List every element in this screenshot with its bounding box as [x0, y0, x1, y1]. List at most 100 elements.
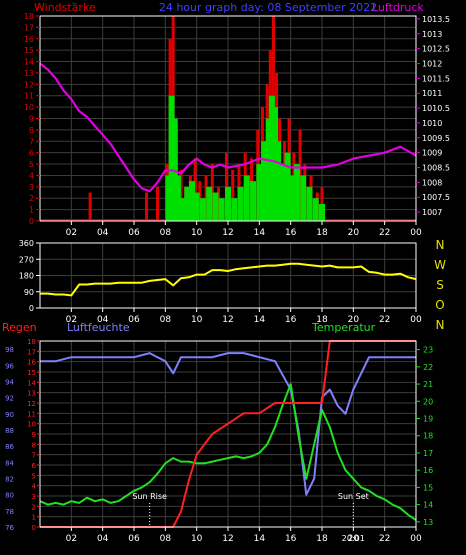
wind-average-bars: [165, 95, 325, 221]
wind-average-bar: [193, 192, 200, 221]
wind-average-bar: [218, 198, 225, 221]
top-time-tick-label: 14: [254, 228, 266, 238]
wind-gust-bar: [210, 164, 214, 221]
pressure-tick-label: 1007: [422, 208, 442, 217]
rain-tick-label: 8: [32, 441, 36, 449]
top-time-tick-label: 20: [348, 228, 360, 238]
temperature-tick-label: 13: [423, 518, 433, 527]
wind-average-bar: [300, 175, 307, 221]
temperature-tick-label: 17: [423, 449, 433, 458]
rain-axis-title: Regen: [2, 321, 37, 334]
rain-tick-label: 5: [32, 472, 36, 480]
direction-tick-label: 90: [24, 288, 34, 297]
wind-gust-bar: [88, 192, 92, 221]
rain-tick-label: 18: [27, 338, 36, 346]
wind-gust-bar: [217, 186, 221, 221]
bottom-time-tick-label: 20: [348, 534, 360, 544]
temperature-tick-label: 20: [423, 397, 433, 406]
pressure-tick-label: 1009: [422, 149, 442, 158]
top-time-tick-label: 06: [128, 228, 140, 238]
humidity-tick-label: 82: [5, 475, 14, 483]
pressure-tick-label: 1010: [422, 119, 442, 128]
bottom-time-tick-label: 04: [97, 534, 109, 544]
rain-tick-label: 2: [32, 503, 36, 511]
rain-tick-label: 10: [27, 421, 36, 429]
wind-average-bar: [293, 164, 300, 221]
wind-tick-label: 6: [29, 149, 34, 158]
wind-tick-label: 9: [29, 115, 34, 124]
temperature-line: [39, 383, 417, 521]
humidity-series: [40, 352, 416, 496]
direction-time-tick-label: 06: [128, 315, 140, 325]
rain-tick-label: 6: [32, 462, 37, 470]
compass-letter: S: [436, 278, 444, 292]
humidity-tick-label: 94: [5, 378, 14, 386]
wind-average-bar: [171, 118, 178, 221]
wind-average-bar: [179, 198, 186, 221]
pressure-tick-label: 1012.5: [422, 45, 450, 54]
rain-tick-label: 1: [32, 514, 36, 522]
rain-tick-label: 11: [27, 410, 36, 418]
temperature-tick-label: 16: [423, 466, 433, 475]
sunset-time-label: 20:01: [342, 534, 365, 543]
wind-tick-label: 12: [24, 80, 34, 89]
wind-average-bar: [272, 107, 278, 221]
direction-time-tick-label: 10: [191, 315, 203, 325]
pressure-series: [39, 62, 417, 193]
rain-tick-label: 3: [32, 493, 36, 501]
direction-time-tick-label: 08: [160, 315, 172, 325]
wind-gust-bar: [298, 129, 302, 221]
humidity-tick-label: 96: [5, 362, 14, 370]
wind-tick-label: 13: [24, 69, 34, 78]
temperature-tick-label: 22: [423, 363, 433, 372]
wind-tick-label: 14: [24, 58, 34, 67]
wind-direction-line: [40, 262, 417, 297]
wind-average-bar: [312, 198, 319, 221]
wind-tick-label: 8: [29, 126, 34, 135]
top-time-tick-label: 16: [285, 228, 297, 238]
sun-marker-label: Sun Set: [338, 492, 369, 501]
wind-average-bar: [250, 181, 257, 221]
humidity-tick-label: 78: [5, 508, 14, 516]
humidity-tick-label: 84: [5, 459, 14, 467]
bottom-time-tick-label: 00: [410, 534, 422, 544]
direction-time-tick-label: 04: [97, 315, 109, 325]
bottom-time-tick-label: 12: [222, 534, 233, 544]
wind-average-bar: [168, 95, 175, 221]
direction-tick-label: 270: [19, 255, 34, 264]
wind-average-bar: [206, 186, 213, 221]
top-time-tick-label: 10: [191, 228, 203, 238]
direction-time-tick-label: 18: [316, 315, 328, 325]
rain-tick-label: 9: [32, 431, 36, 439]
rain-tick-label: 15: [27, 369, 36, 377]
wind-tick-label: 5: [29, 160, 34, 169]
wind-average-bar: [265, 118, 272, 221]
bottom-time-tick-label: 06: [128, 534, 140, 544]
pressure-tick-label: 1008: [422, 178, 442, 187]
pressure-tick-label: 1009.5: [422, 134, 450, 143]
bottom-time-tick-label: 08: [160, 534, 172, 544]
wind-average-bar: [199, 198, 206, 221]
direction-time-tick-label: 14: [254, 315, 266, 325]
wind-average-bar: [306, 186, 313, 221]
direction-tick-label: 360: [19, 239, 34, 248]
wind-average-bar: [261, 141, 268, 221]
wind-tick-label: 1: [29, 206, 34, 215]
rain-tick-label: 13: [27, 390, 36, 398]
sun-annotations: Sun Rise Sun Set: [132, 492, 369, 527]
wind-tick-label: 2: [29, 194, 34, 203]
wind-average-bar: [268, 95, 275, 221]
rain-tick-label: 0: [32, 524, 36, 532]
rain-line: [40, 340, 416, 528]
pressure-axis-title: Luftdruck: [372, 1, 424, 14]
top-time-tick-label: 22: [379, 228, 390, 238]
top-chart-axes: 012345678910111213141516171810071007.510…: [24, 12, 450, 238]
wind-average-bar: [275, 141, 282, 221]
wind-tick-label: 18: [24, 12, 34, 21]
humidity-tick-label: 90: [5, 411, 14, 419]
wind-axis-title: Windstärke: [34, 1, 96, 14]
wind-gust-bar: [145, 192, 149, 221]
wind-average-bar: [284, 152, 291, 221]
wind-average-bar: [289, 175, 296, 221]
